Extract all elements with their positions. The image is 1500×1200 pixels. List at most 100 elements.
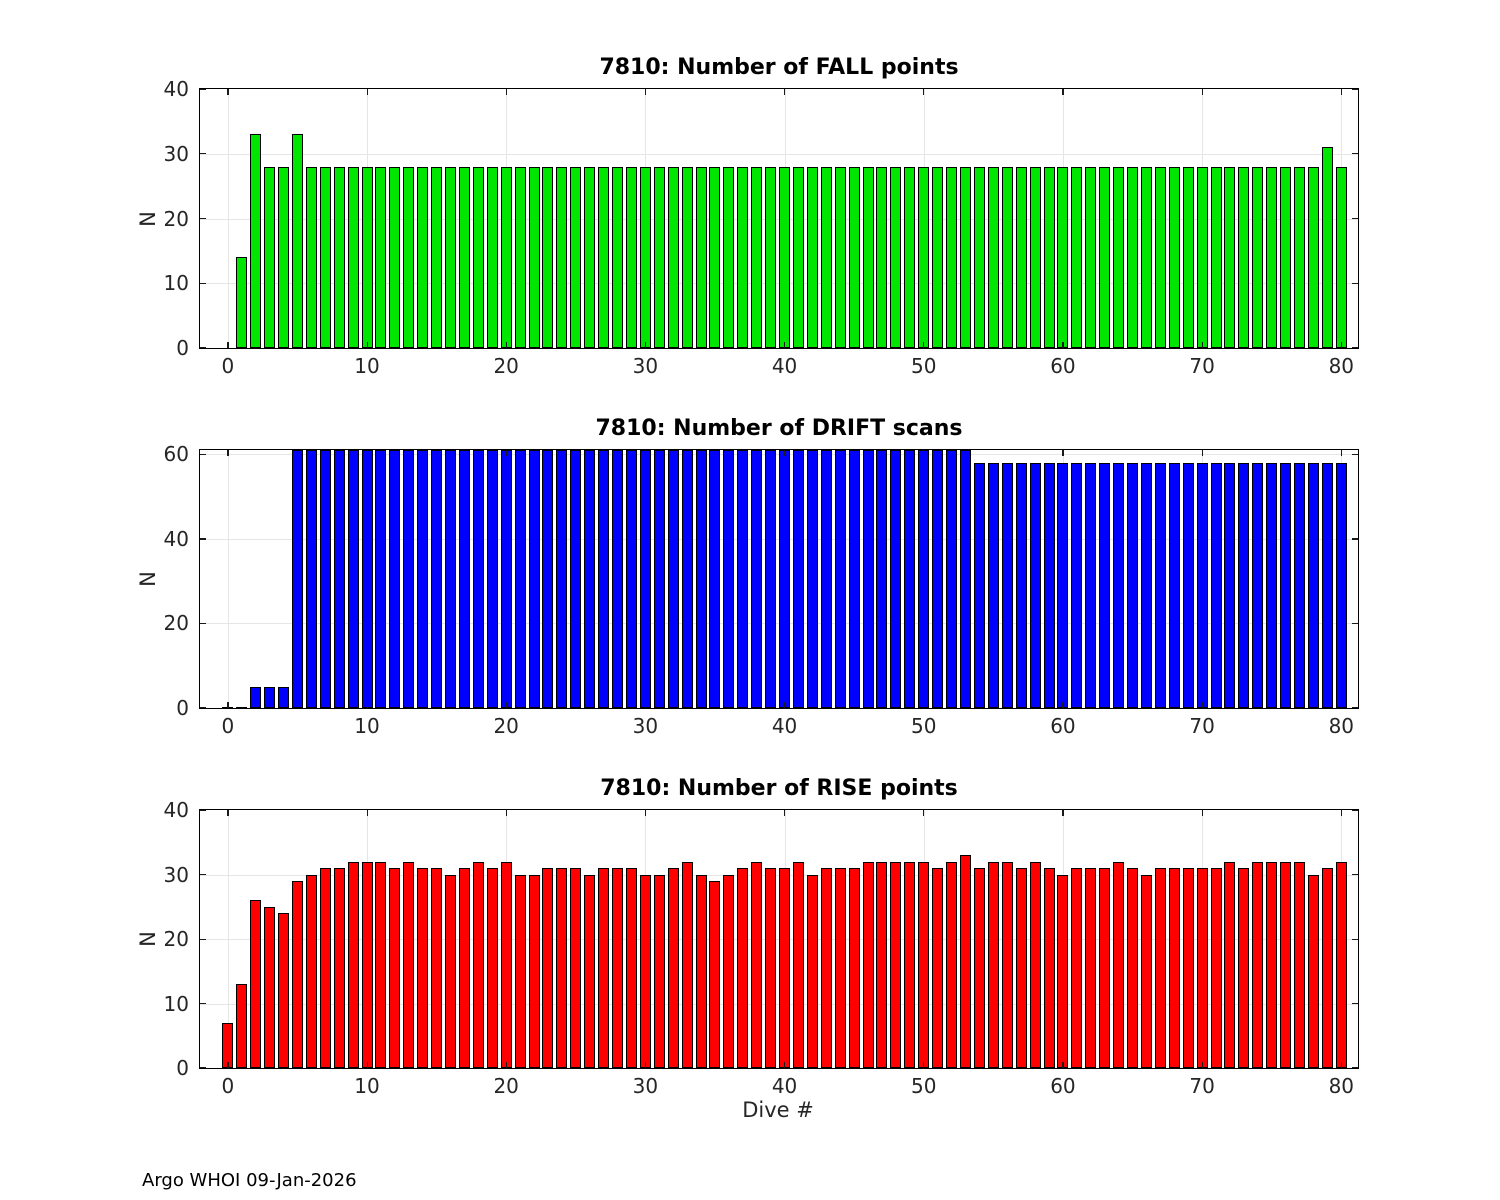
bar [987,462,999,708]
bar [375,450,387,708]
bar [319,450,331,708]
x-tick-label: 40 [771,1074,798,1098]
bar [960,855,971,1068]
bar [236,257,248,348]
bar [361,450,373,708]
bar [1168,868,1180,1068]
x-tick-label: 0 [221,714,235,738]
bar [250,134,262,348]
y-tick-mark [200,89,206,91]
x-tick-mark [1062,702,1064,708]
bar [904,861,916,1068]
bar [779,166,791,348]
x-tick-mark-top [1201,450,1203,456]
bar [681,450,693,708]
x-tick-mark-top [644,810,647,816]
bar [514,166,526,348]
bar [514,450,526,708]
bar [1168,462,1180,708]
y-tick-mark [200,810,206,812]
bar [890,450,902,708]
bar [291,450,303,708]
bar [278,913,289,1068]
x-tick-mark [1201,342,1203,348]
bar [1238,166,1250,348]
y-tick-mark [200,453,206,455]
bar [792,861,804,1068]
bar [1043,868,1055,1068]
bar [1168,166,1180,348]
bar [723,874,735,1068]
bar [1071,166,1083,348]
y-tick-mark-right [1352,346,1358,348]
bar [765,868,777,1068]
bar [1280,166,1292,348]
y-tick-mark-right [1352,282,1358,284]
bar [1001,861,1013,1068]
bar [458,166,470,348]
bar [556,166,568,348]
x-gridline [227,450,229,708]
bar [1266,166,1278,348]
x-tick-mark [923,1062,925,1068]
bar [862,166,874,348]
bar [904,450,916,708]
bar [625,166,637,348]
bar [1057,462,1069,708]
y-tick-label: 60 [163,442,189,467]
bar [1280,462,1292,708]
bar [305,450,317,708]
bar [1029,462,1041,708]
bar [556,450,568,708]
x-tick-label: 60 [1050,714,1076,738]
bar [1085,868,1097,1068]
bar [1015,868,1027,1068]
y-tick-label: 10 [163,991,189,1016]
bar [1099,462,1111,708]
bar [612,166,624,348]
y-tick-mark-right [1352,810,1358,812]
bar [542,868,554,1068]
bar [667,166,679,348]
bar [681,166,693,348]
bar [598,450,610,708]
bar [1196,868,1208,1068]
bar [834,450,846,708]
bar [458,450,470,708]
bar [653,450,665,708]
x-tick-mark-top [505,810,507,816]
bar [542,166,554,348]
bar [667,868,679,1068]
bar [918,861,930,1068]
bar [1294,462,1306,708]
x-tick-mark [366,702,368,708]
bar [709,166,721,348]
bar [1210,166,1222,348]
bar [1224,166,1236,348]
x-tick-mark-top [923,450,925,456]
bar [333,868,345,1068]
bar [918,166,930,348]
bar [946,450,958,708]
bar [500,450,512,708]
bar [570,868,582,1068]
y-tick-mark [200,622,206,625]
bar [1015,166,1027,348]
y-tick-mark [200,218,206,220]
x-tick-mark-top [505,89,507,95]
x-tick-label: 30 [632,1074,659,1098]
drift-plot-area [199,449,1359,709]
bar [820,166,832,348]
bar [347,861,359,1068]
bar [584,450,596,708]
bar [264,686,276,708]
bar [1057,874,1069,1068]
bar [584,874,596,1068]
x-gridline [227,89,229,348]
bar [431,868,443,1068]
x-tick-label: 50 [911,354,937,378]
y-tick-label: 20 [163,206,189,231]
bar [389,450,401,708]
x-tick-mark [1201,1062,1203,1068]
